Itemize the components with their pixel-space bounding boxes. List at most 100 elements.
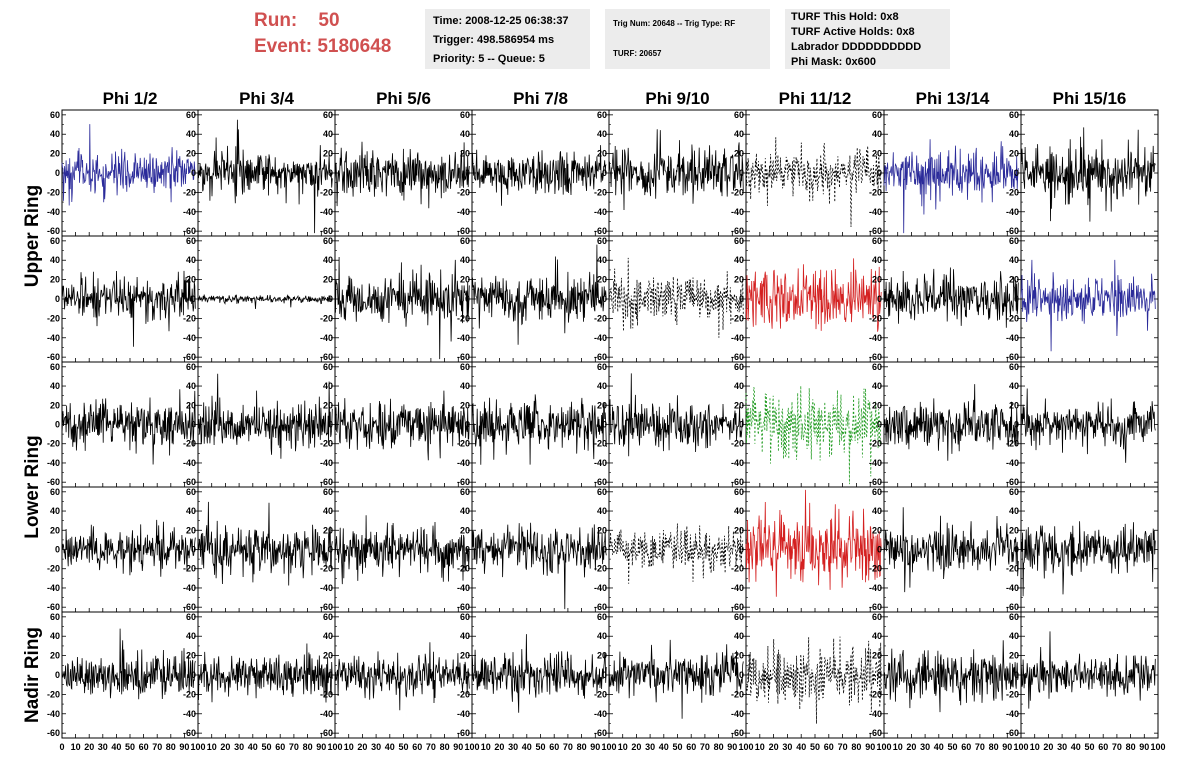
y-tick-label: 0 <box>328 294 333 304</box>
y-tick-label: 60 <box>1009 110 1019 120</box>
y-tick-label: -40 <box>457 458 470 468</box>
y-tick-label: 60 <box>1009 362 1019 372</box>
x-tick-label: 100 <box>876 742 891 752</box>
y-tick-label: -20 <box>594 187 607 197</box>
waveform-trace <box>471 145 607 206</box>
y-tick-label: -20 <box>869 564 882 574</box>
y-tick-label: 20 <box>323 651 333 661</box>
phi-mask-text: Phi Mask: 0x600 <box>791 56 876 68</box>
y-tick-label: 60 <box>734 236 744 246</box>
y-tick-label: -40 <box>183 207 196 217</box>
x-tick-label: 50 <box>261 742 271 752</box>
x-tick-label: 40 <box>248 742 258 752</box>
column-header: Phi 15/16 <box>1053 89 1127 108</box>
y-tick-label: -40 <box>1006 333 1019 343</box>
y-tick-label: -20 <box>594 689 607 699</box>
y-tick-label: 20 <box>872 651 882 661</box>
priority-text: Priority: 5 -- Queue: 5 <box>433 53 545 65</box>
y-tick-label: 40 <box>186 381 196 391</box>
x-tick-label: 100 <box>190 742 205 752</box>
y-tick-label: 40 <box>323 506 333 516</box>
y-tick-label: -40 <box>320 583 333 593</box>
x-tick-label: 30 <box>1057 742 1067 752</box>
y-tick-label: -60 <box>594 602 607 612</box>
trigger-info-box: Trig Num: 20648 -- Trig Type: RF TURF: 2… <box>605 9 770 69</box>
y-tick-label: -20 <box>1006 689 1019 699</box>
y-tick-label: 0 <box>877 670 882 680</box>
row-label: Nadir Ring <box>22 627 43 723</box>
y-tick-label: -20 <box>457 313 470 323</box>
x-tick-label: 80 <box>989 742 999 752</box>
y-tick-label: -60 <box>320 728 333 738</box>
y-tick-label: 20 <box>1009 525 1019 535</box>
panel-frame <box>608 361 747 488</box>
y-tick-label: 60 <box>460 487 470 497</box>
y-tick-label: -60 <box>183 352 196 362</box>
y-tick-label: 40 <box>872 381 882 391</box>
y-tick-label: -60 <box>731 602 744 612</box>
y-tick-label: 60 <box>186 612 196 622</box>
y-tick-label: -40 <box>183 583 196 593</box>
y-tick-label: 0 <box>1014 420 1019 430</box>
waveform-trace <box>883 139 1019 234</box>
y-tick-label: -40 <box>731 583 744 593</box>
column-header: Phi 9/10 <box>645 89 709 108</box>
row-label: Lower Ring <box>22 435 43 538</box>
y-tick-label: -40 <box>869 333 882 343</box>
waveform-trace <box>197 501 333 586</box>
y-tick-label: 40 <box>872 129 882 139</box>
waveform-trace <box>745 489 882 597</box>
y-tick-label: -60 <box>47 477 60 487</box>
x-tick-label: 60 <box>275 742 285 752</box>
y-tick-label: 60 <box>460 362 470 372</box>
waveform-trace <box>471 244 607 345</box>
y-tick-label: 40 <box>460 129 470 139</box>
y-tick-label: 20 <box>872 149 882 159</box>
y-tick-label: -40 <box>1006 709 1019 719</box>
x-tick-label: 50 <box>1084 742 1094 752</box>
y-tick-label: 60 <box>734 362 744 372</box>
y-tick-label: -20 <box>731 564 744 574</box>
y-tick-label: -60 <box>183 226 196 236</box>
y-tick-label: -20 <box>320 439 333 449</box>
y-tick-label: 0 <box>739 420 744 430</box>
x-tick-label: 20 <box>220 742 230 752</box>
y-tick-label: -60 <box>47 602 60 612</box>
y-tick-label: 20 <box>734 275 744 285</box>
waveform-trace <box>608 257 744 338</box>
y-tick-label: -20 <box>869 689 882 699</box>
y-tick-label: -20 <box>1006 439 1019 449</box>
waveform-trace <box>197 294 333 310</box>
x-tick-label: 20 <box>906 742 916 752</box>
y-tick-label: -60 <box>869 352 882 362</box>
x-tick-label: 30 <box>920 742 930 752</box>
x-tick-label: 40 <box>1071 742 1081 752</box>
y-tick-label: 0 <box>328 545 333 555</box>
y-tick-label: -60 <box>320 477 333 487</box>
y-tick-label: 40 <box>460 506 470 516</box>
x-tick-label: 60 <box>686 742 696 752</box>
y-tick-label: 0 <box>739 294 744 304</box>
y-tick-label: 40 <box>1009 255 1019 265</box>
y-tick-label: 40 <box>734 506 744 516</box>
y-tick-label: 20 <box>597 525 607 535</box>
x-tick-label: 40 <box>934 742 944 752</box>
y-tick-label: -60 <box>1006 602 1019 612</box>
x-tick-label: 100 <box>1013 742 1028 752</box>
waveform-trace <box>608 373 744 457</box>
x-tick-label: 100 <box>327 742 342 752</box>
y-tick-label: 40 <box>50 506 60 516</box>
y-tick-label: -60 <box>183 728 196 738</box>
waveform-trace <box>745 636 882 724</box>
x-tick-label: 100 <box>464 742 479 752</box>
turf-active-text: TURF Active Holds: 0x8 <box>791 26 915 38</box>
y-tick-label: 60 <box>1009 487 1019 497</box>
waveform-trace <box>745 258 882 332</box>
y-tick-label: 40 <box>872 255 882 265</box>
y-tick-label: -40 <box>869 583 882 593</box>
turf-num-text: TURF: 20657 <box>613 49 662 58</box>
column-header: Phi 5/6 <box>376 89 431 108</box>
y-tick-label: 60 <box>872 612 882 622</box>
x-tick-label: 10 <box>893 742 903 752</box>
waveform-trace <box>471 522 607 610</box>
